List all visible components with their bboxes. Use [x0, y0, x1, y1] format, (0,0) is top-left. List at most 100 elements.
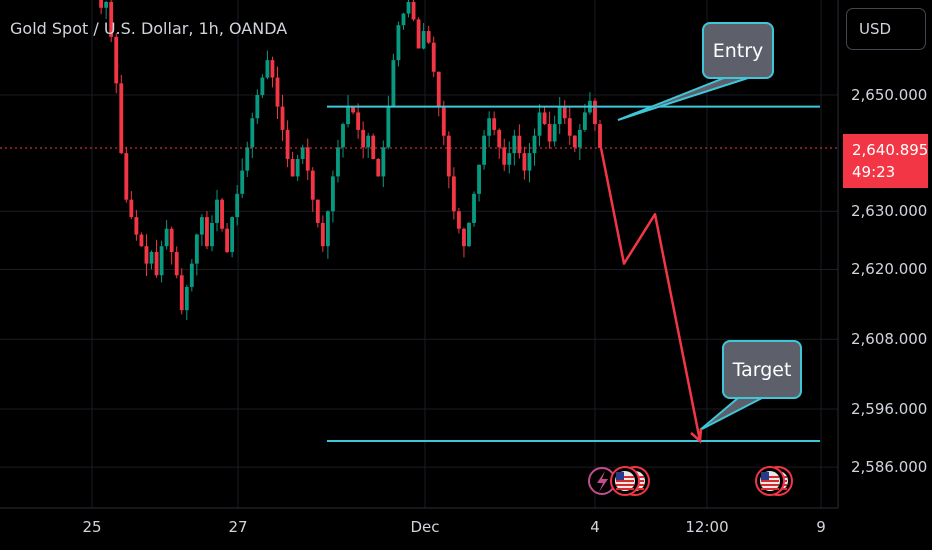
candle-body: [557, 106, 562, 125]
candle-body: [406, 1, 411, 14]
candle-body: [492, 118, 497, 130]
candle-body: [184, 286, 189, 311]
us-flag-canton: [616, 472, 624, 480]
us-flag-stripe: [616, 484, 634, 486]
chart-title: Gold Spot / U.S. Dollar, 1h, OANDA: [10, 19, 288, 38]
candle-body: [99, 0, 104, 8]
candle-body: [265, 60, 270, 78]
candle-body: [225, 228, 230, 253]
entry-callout[interactable]: Entry: [702, 22, 774, 79]
candle-body: [376, 158, 381, 177]
candle-body: [114, 36, 119, 84]
candle-body: [522, 153, 527, 171]
candle-body: [199, 217, 204, 235]
currency-button[interactable]: USD: [846, 8, 926, 50]
candle-body: [336, 147, 340, 177]
candle-body: [134, 217, 139, 235]
candle-body: [542, 112, 547, 125]
time-tick-label: 27: [228, 518, 248, 536]
candle-body: [300, 147, 305, 159]
candle-body: [593, 100, 597, 125]
candle-body: [255, 95, 260, 119]
candle-body: [502, 147, 507, 165]
candle-body: [487, 118, 492, 136]
time-tick-label: 4: [590, 518, 600, 536]
projection-arrowhead: [690, 428, 703, 444]
candle-body: [572, 135, 577, 148]
candle-body: [109, 1, 114, 37]
candle-body: [512, 135, 517, 154]
target-callout[interactable]: Target: [722, 340, 802, 399]
candle-body: [189, 263, 194, 287]
projection-line: [599, 147, 702, 442]
candle-body: [179, 275, 184, 311]
us-flag-stripe: [761, 476, 779, 478]
event-markers: [588, 466, 793, 496]
candle-body: [411, 1, 416, 20]
candle-body: [210, 222, 214, 247]
candle-body: [351, 106, 355, 113]
candle-body: [436, 71, 441, 107]
bar-countdown: 49:23: [852, 163, 896, 181]
candle-body: [250, 118, 255, 148]
candle-body: [451, 176, 456, 212]
candle-body: [245, 147, 250, 171]
candle-body: [230, 217, 235, 253]
price-tick-label: 2,650.000: [851, 86, 928, 104]
candle-body: [396, 25, 401, 61]
candle-body: [346, 106, 350, 125]
candle-body: [280, 106, 285, 130]
candle-body: [552, 124, 557, 142]
candle-body: [149, 252, 154, 264]
us-flag-stripe: [616, 480, 634, 482]
candle-body: [371, 135, 376, 159]
candle-body: [517, 135, 522, 154]
candle-body: [215, 199, 219, 223]
candle-body: [119, 83, 124, 154]
candle-body: [598, 124, 602, 148]
time-tick-label: 12:00: [685, 518, 729, 536]
candle-body: [104, 1, 109, 8]
candle-body: [159, 246, 164, 276]
candle-body: [331, 176, 335, 212]
candle-body: [562, 106, 567, 119]
candle-body: [446, 135, 451, 177]
candle-body: [582, 112, 587, 130]
candle-body: [401, 13, 406, 26]
candle-body: [290, 158, 295, 177]
candle-body: [361, 129, 366, 148]
candle-body: [164, 228, 169, 247]
price-tick-label: 2,630.000: [851, 202, 928, 221]
candle-body: [391, 60, 396, 107]
candle-body: [482, 135, 487, 165]
time-tick-label: 9: [816, 518, 826, 536]
candle-body: [320, 222, 325, 247]
candle-body: [235, 193, 240, 218]
candle-body: [567, 118, 572, 136]
candle-body: [462, 228, 466, 247]
candle-body: [416, 19, 421, 49]
candle-body: [467, 222, 471, 247]
candle-body: [270, 60, 275, 78]
candle-body: [431, 42, 436, 72]
candle-body: [315, 199, 320, 223]
price-tick-label: 2,620.000: [851, 260, 928, 279]
last-price: 2,640.895: [852, 141, 929, 159]
candle-body: [129, 199, 134, 218]
projection-path: [599, 147, 703, 444]
target-label: Target: [732, 358, 792, 381]
candle-body: [426, 31, 431, 43]
candle-body: [527, 153, 532, 171]
us-flag-stripe: [761, 480, 779, 482]
candle-body: [169, 228, 174, 253]
candle-body: [356, 112, 361, 130]
candle-body: [295, 158, 300, 177]
candle-body: [240, 170, 245, 194]
candle-body: [537, 112, 542, 136]
candle-body: [285, 129, 290, 159]
candle-body: [456, 211, 461, 229]
candle-body: [577, 129, 582, 148]
candle-body: [441, 106, 446, 136]
candle-body: [386, 106, 391, 148]
